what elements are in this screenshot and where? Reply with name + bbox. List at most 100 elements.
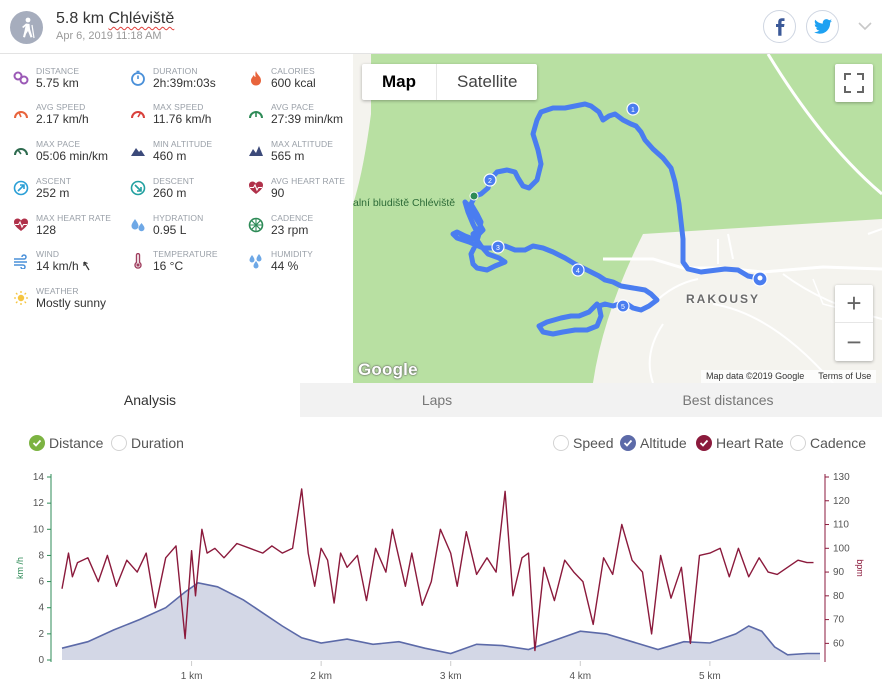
pace-max-icon xyxy=(12,142,30,160)
stat-value: 260 m xyxy=(153,186,187,200)
stat-calories: CALORIES 600 kcal xyxy=(247,66,365,100)
twitter-icon xyxy=(813,19,832,34)
stat-value: 565 m xyxy=(271,149,305,163)
option-speed[interactable]: Speed xyxy=(553,434,613,452)
stat-value: 90 xyxy=(271,186,285,200)
option-heart-rate[interactable]: Heart Rate xyxy=(696,434,784,452)
stat-label: MAX HEART RATE xyxy=(36,213,112,223)
thermometer-icon xyxy=(129,252,147,270)
x-axis-tick-label: 2 km xyxy=(310,671,332,682)
stat-value: 14 km/h xyxy=(36,259,91,273)
stat-value: 16 °C xyxy=(153,259,184,273)
right-axis-title: bpm xyxy=(855,559,865,577)
fullscreen-button[interactable] xyxy=(835,64,873,102)
chevron-down-icon[interactable] xyxy=(855,16,875,36)
tab-laps[interactable]: Laps xyxy=(421,392,453,408)
map-data-credit: Map data ©2019 Google xyxy=(706,371,805,381)
stat-temperature: TEMPERATURE 16 °C xyxy=(129,249,247,283)
route-marker[interactable]: 4 xyxy=(571,263,585,277)
stat-label: HYDRATION xyxy=(153,213,204,223)
stat-label: WIND xyxy=(36,249,60,259)
ascent-icon xyxy=(12,179,30,197)
map-type-satellite-button[interactable]: Satellite xyxy=(457,72,518,91)
marker-label: 2 xyxy=(488,178,492,185)
start-pin-icon[interactable] xyxy=(469,191,479,201)
google-logo[interactable]: Google xyxy=(358,360,418,379)
stat-value: 2.17 km/h xyxy=(36,112,89,126)
option-distance[interactable]: Distance xyxy=(29,434,103,452)
zoom-out-button[interactable]: − xyxy=(846,326,862,357)
marker-label: 3 xyxy=(496,245,500,252)
activity-title: 5.8 km Chléviště xyxy=(56,10,174,28)
cadence-icon xyxy=(247,216,265,234)
stat-label: ASCENT xyxy=(36,176,72,186)
stat-label: CADENCE xyxy=(271,213,314,223)
stat-avg-heart-rate: AVG HEART RATE 90 xyxy=(247,176,365,210)
checked-icon xyxy=(620,435,636,451)
analysis-chart[interactable]: 0 2 4 6 8 10 12 14 60 70 80 90 100 110 120 130 km /h bpm 1… xyxy=(0,460,882,697)
stat-label: MAX SPEED xyxy=(153,102,204,112)
stat-label: MAX PACE xyxy=(36,139,81,149)
terms-of-use-link[interactable]: Terms of Use xyxy=(818,371,872,381)
mountain-icon xyxy=(129,142,147,160)
stat-value: 23 rpm xyxy=(271,223,309,237)
stat-label: HUMIDITY xyxy=(271,249,313,259)
route-marker[interactable]: 2 xyxy=(483,173,497,187)
tab-best-distances[interactable]: Best distances xyxy=(682,392,774,408)
stat-duration: DURATION 2h:39m:03s xyxy=(129,66,247,100)
zoom-control: + − xyxy=(835,285,873,361)
descent-icon xyxy=(129,179,147,197)
left-axis-tick-label: 10 xyxy=(33,524,45,535)
stat-value: 460 m xyxy=(153,149,187,163)
activity-header: 5.8 km Chléviště Apr 6, 2019 11:18 AM xyxy=(0,0,882,54)
activity-place-title[interactable]: Chléviště xyxy=(108,10,175,27)
x-axis-tick-label: 1 km xyxy=(181,671,203,682)
wind-direction-arrow-icon xyxy=(83,261,90,271)
altitude-area xyxy=(62,582,820,660)
route-marker[interactable]: 1 xyxy=(626,102,640,116)
stat-value: 252 m xyxy=(36,186,70,200)
speedometer-max-icon xyxy=(129,105,147,123)
pace-icon xyxy=(247,105,265,123)
option-cadence[interactable]: Cadence xyxy=(790,434,866,452)
route-line xyxy=(450,101,761,337)
stat-max-pace: MAX PACE 05:06 min/km xyxy=(12,139,130,173)
unchecked-icon xyxy=(553,435,569,451)
stat-value: 5.75 km xyxy=(36,76,79,90)
option-label: Heart Rate xyxy=(716,435,784,451)
stat-distance: DISTANCE 5.75 km xyxy=(12,66,130,100)
sun-icon xyxy=(12,289,30,307)
option-duration[interactable]: Duration xyxy=(111,434,184,452)
x-axis-tick-label: 3 km xyxy=(440,671,462,682)
hiking-person-icon xyxy=(10,11,43,44)
fullscreen-icon xyxy=(844,73,864,93)
stat-label: DISTANCE xyxy=(36,66,80,76)
left-axis-tick-label: 2 xyxy=(38,629,44,640)
finish-pin-icon[interactable] xyxy=(752,271,768,287)
facebook-share-button[interactable] xyxy=(763,10,796,43)
map-canvas[interactable]: 1 2 3 4 5 xyxy=(353,54,882,383)
x-axis-tick-label: 5 km xyxy=(699,671,721,682)
left-axis-tick-label: 0 xyxy=(38,655,44,666)
route-marker[interactable]: 3 xyxy=(491,240,505,254)
route-marker[interactable]: 5 xyxy=(616,299,630,313)
heart-rate-icon xyxy=(247,179,265,197)
route-map[interactable]: 1 2 3 4 5 alní bludiště Chléviště RAKOUS… xyxy=(353,54,882,383)
map-type-control: Map Satellite xyxy=(362,64,538,100)
tab-analysis[interactable]: Analysis xyxy=(0,383,300,417)
zoom-in-button[interactable]: + xyxy=(835,285,873,323)
twitter-share-button[interactable] xyxy=(806,10,839,43)
x-axis-tick-label: 4 km xyxy=(569,671,591,682)
stat-value: 05:06 min/km xyxy=(36,149,109,163)
wind-value: 14 km/h xyxy=(36,259,79,273)
stat-value: 128 xyxy=(36,223,57,237)
unchecked-icon xyxy=(790,435,806,451)
option-altitude[interactable]: Altitude xyxy=(620,434,687,452)
map-attribution: Map data ©2019 Google Terms of Use xyxy=(701,370,877,383)
option-label: Speed xyxy=(573,435,614,451)
stat-max-altitude: MAX ALTITUDE 565 m xyxy=(247,139,365,173)
right-axis-tick-label: 100 xyxy=(833,543,850,554)
marker-label: 5 xyxy=(621,304,625,311)
option-label: Cadence xyxy=(810,435,867,451)
map-type-map-button[interactable]: Map xyxy=(362,64,437,100)
